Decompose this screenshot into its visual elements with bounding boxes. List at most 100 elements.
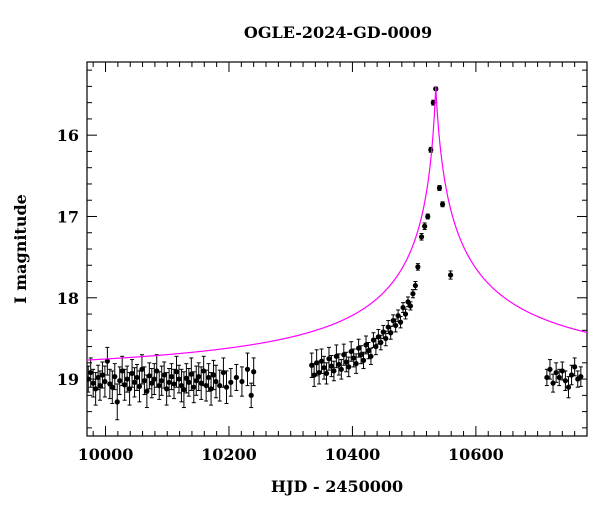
- data-point: [400, 302, 406, 313]
- data-point: [107, 368, 113, 400]
- data-point-marker: [248, 392, 254, 398]
- data-point: [239, 366, 245, 397]
- y-axis-label: I magnitude: [11, 194, 30, 304]
- data-point-marker: [131, 379, 138, 385]
- x-tick-label: 10400: [325, 445, 381, 464]
- data-point-marker: [104, 358, 110, 364]
- data-point-marker: [203, 382, 209, 389]
- data-point-marker: [90, 380, 96, 386]
- data-point-marker: [562, 378, 568, 384]
- data-point: [217, 369, 223, 402]
- data-point-marker: [251, 369, 257, 375]
- data-point-marker: [93, 386, 99, 392]
- data-point-marker: [418, 234, 425, 240]
- data-point: [213, 364, 219, 399]
- data-point: [251, 357, 257, 387]
- data-point: [378, 334, 384, 351]
- data-point: [565, 376, 572, 399]
- x-axis-label: HJD - 2450000: [271, 477, 403, 496]
- data-point-marker: [114, 399, 120, 405]
- data-point-marker: [358, 352, 364, 358]
- data-point: [248, 382, 254, 409]
- data-point-marker: [341, 352, 347, 358]
- data-point: [393, 318, 399, 333]
- data-point-marker: [405, 299, 411, 305]
- data-point: [203, 369, 209, 402]
- data-point-marker: [136, 383, 143, 390]
- data-point: [131, 367, 138, 398]
- data-point: [171, 368, 177, 400]
- data-point: [309, 352, 315, 378]
- data-point: [575, 370, 581, 388]
- data-point-marker: [144, 388, 150, 394]
- data-point: [186, 368, 192, 397]
- y-tick-label: 16: [57, 126, 79, 145]
- data-point-marker: [213, 378, 219, 385]
- data-point-marker: [568, 372, 575, 378]
- data-point: [176, 364, 182, 394]
- data-point-marker: [176, 376, 182, 382]
- data-point-marker: [217, 382, 223, 389]
- y-tick-label: 17: [57, 207, 79, 226]
- data-point-marker: [134, 374, 140, 381]
- data-point: [346, 356, 352, 378]
- data-point: [156, 371, 162, 400]
- data-point: [164, 372, 170, 406]
- data-point-marker: [378, 339, 384, 346]
- data-point: [343, 351, 349, 373]
- data-point-marker: [201, 368, 207, 374]
- data-point-marker: [553, 369, 559, 376]
- data-point-marker: [173, 369, 180, 375]
- data-point: [223, 370, 230, 404]
- data-point-marker: [97, 382, 103, 389]
- data-point: [436, 185, 443, 191]
- data-point: [188, 357, 194, 391]
- data-point: [338, 359, 344, 380]
- data-point-marker: [422, 223, 428, 229]
- data-point-marker: [547, 366, 553, 372]
- data-point-marker: [333, 353, 339, 359]
- data-point: [447, 270, 454, 280]
- data-point: [412, 281, 418, 291]
- data-point-marker: [191, 384, 197, 390]
- data-point-marker: [550, 380, 556, 386]
- data-point-marker: [159, 378, 165, 384]
- data-point: [206, 363, 212, 392]
- data-point: [568, 364, 575, 386]
- data-point: [233, 363, 239, 391]
- data-point-marker: [154, 368, 160, 374]
- data-point-marker: [109, 384, 115, 390]
- data-point-marker: [343, 359, 349, 365]
- data-point-marker: [99, 372, 106, 378]
- data-point-marker: [186, 379, 192, 385]
- data-point-marker: [572, 364, 578, 370]
- data-point-marker: [326, 356, 332, 362]
- data-point-marker: [88, 369, 94, 376]
- data-point-marker: [356, 345, 362, 351]
- data-point-marker: [188, 371, 194, 377]
- data-point-marker: [368, 353, 374, 359]
- data-point-marker: [181, 387, 187, 393]
- data-point: [141, 366, 148, 396]
- data-point-marker: [129, 370, 135, 376]
- data-point-marker: [336, 361, 342, 368]
- data-point: [99, 361, 106, 389]
- data-point: [196, 362, 202, 391]
- data-point-marker: [117, 378, 123, 384]
- data-point-marker: [439, 201, 446, 207]
- data-point: [439, 201, 446, 208]
- data-point-marker: [388, 330, 394, 336]
- data-point-marker: [198, 380, 204, 386]
- data-point: [90, 368, 96, 398]
- data-point: [562, 370, 568, 391]
- data-point-marker: [124, 376, 130, 382]
- data-point-marker: [151, 376, 157, 382]
- data-point: [114, 383, 120, 421]
- data-point: [159, 365, 165, 396]
- data-point: [341, 343, 347, 366]
- data-point-marker: [556, 374, 562, 381]
- data-point: [428, 146, 434, 153]
- data-point: [183, 363, 189, 394]
- data-point-marker: [102, 378, 108, 385]
